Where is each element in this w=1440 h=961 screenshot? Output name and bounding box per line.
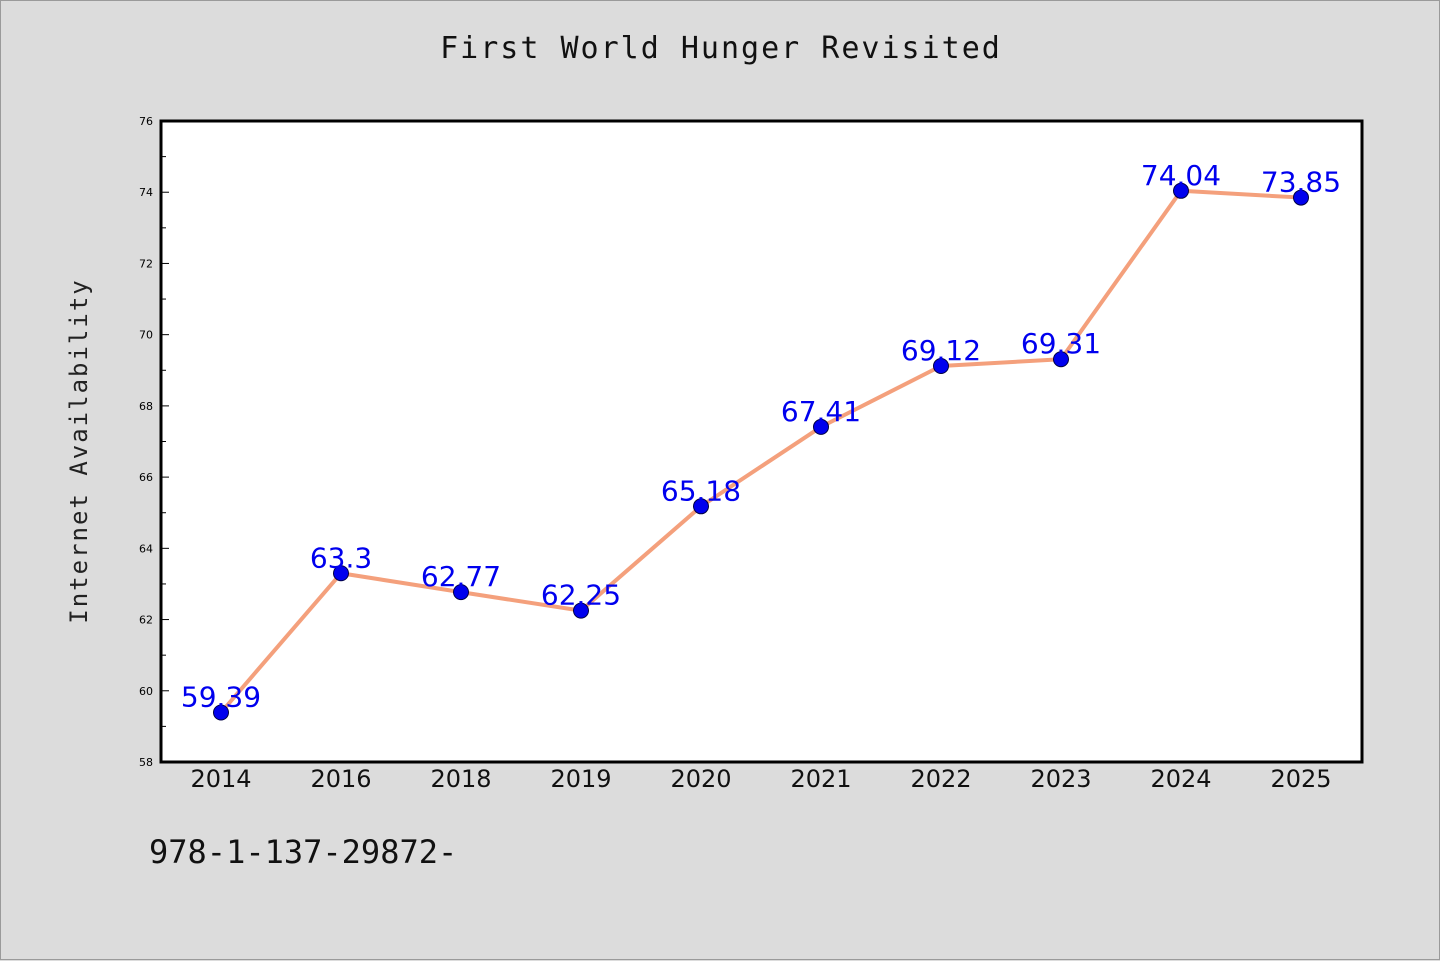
x-tick-label: 2020 [670,765,731,793]
data-label: 63.3 [310,541,372,574]
x-tick-label: 2024 [1150,765,1211,793]
data-point [933,358,949,375]
x-tick-label: 2018 [430,765,491,793]
data-point [453,584,469,601]
data-point [813,418,829,435]
y-tick-label: 72 [139,257,153,270]
y-tick-label: 74 [139,186,153,199]
y-tick-label: 60 [139,685,153,698]
data-label: 65.18 [661,474,741,507]
y-tick-label: 58 [139,756,153,769]
footer-code: 978-1-137-29872- [149,833,458,871]
x-tick-label: 2022 [910,765,971,793]
data-point [573,602,589,619]
chart-title: First World Hunger Revisited [440,31,1002,66]
x-tick-label: 2025 [1270,765,1331,793]
data-label: 74.04 [1141,159,1221,192]
series-line [219,188,1303,715]
x-tick-label: 2023 [1030,765,1091,793]
data-point [213,704,229,721]
y-tick-label: 64 [139,542,153,555]
data-label: 62.77 [421,560,501,593]
data-label: 69.12 [901,334,981,367]
data-label: 69.31 [1021,327,1101,360]
data-label: 67.41 [781,395,861,428]
data-label: 62.25 [541,579,621,612]
data-point [1293,189,1309,206]
y-tick-label: 62 [139,614,153,627]
x-tick-label: 2019 [550,765,611,793]
data-point [333,565,349,582]
plot-area [159,119,1364,764]
data-label: 73.85 [1261,166,1341,199]
data-point [1053,351,1069,368]
x-tick-label: 2021 [790,765,851,793]
y-tick-label: 76 [139,115,153,128]
data-label: 59.39 [181,681,261,714]
data-point [693,498,709,515]
x-tick-label: 2016 [310,765,371,793]
y-tick-label: 68 [139,400,153,413]
data-point [1173,182,1189,199]
x-tick-label: 2014 [190,765,251,793]
y-tick-label: 70 [139,329,153,342]
y-tick-label: 66 [139,471,153,484]
